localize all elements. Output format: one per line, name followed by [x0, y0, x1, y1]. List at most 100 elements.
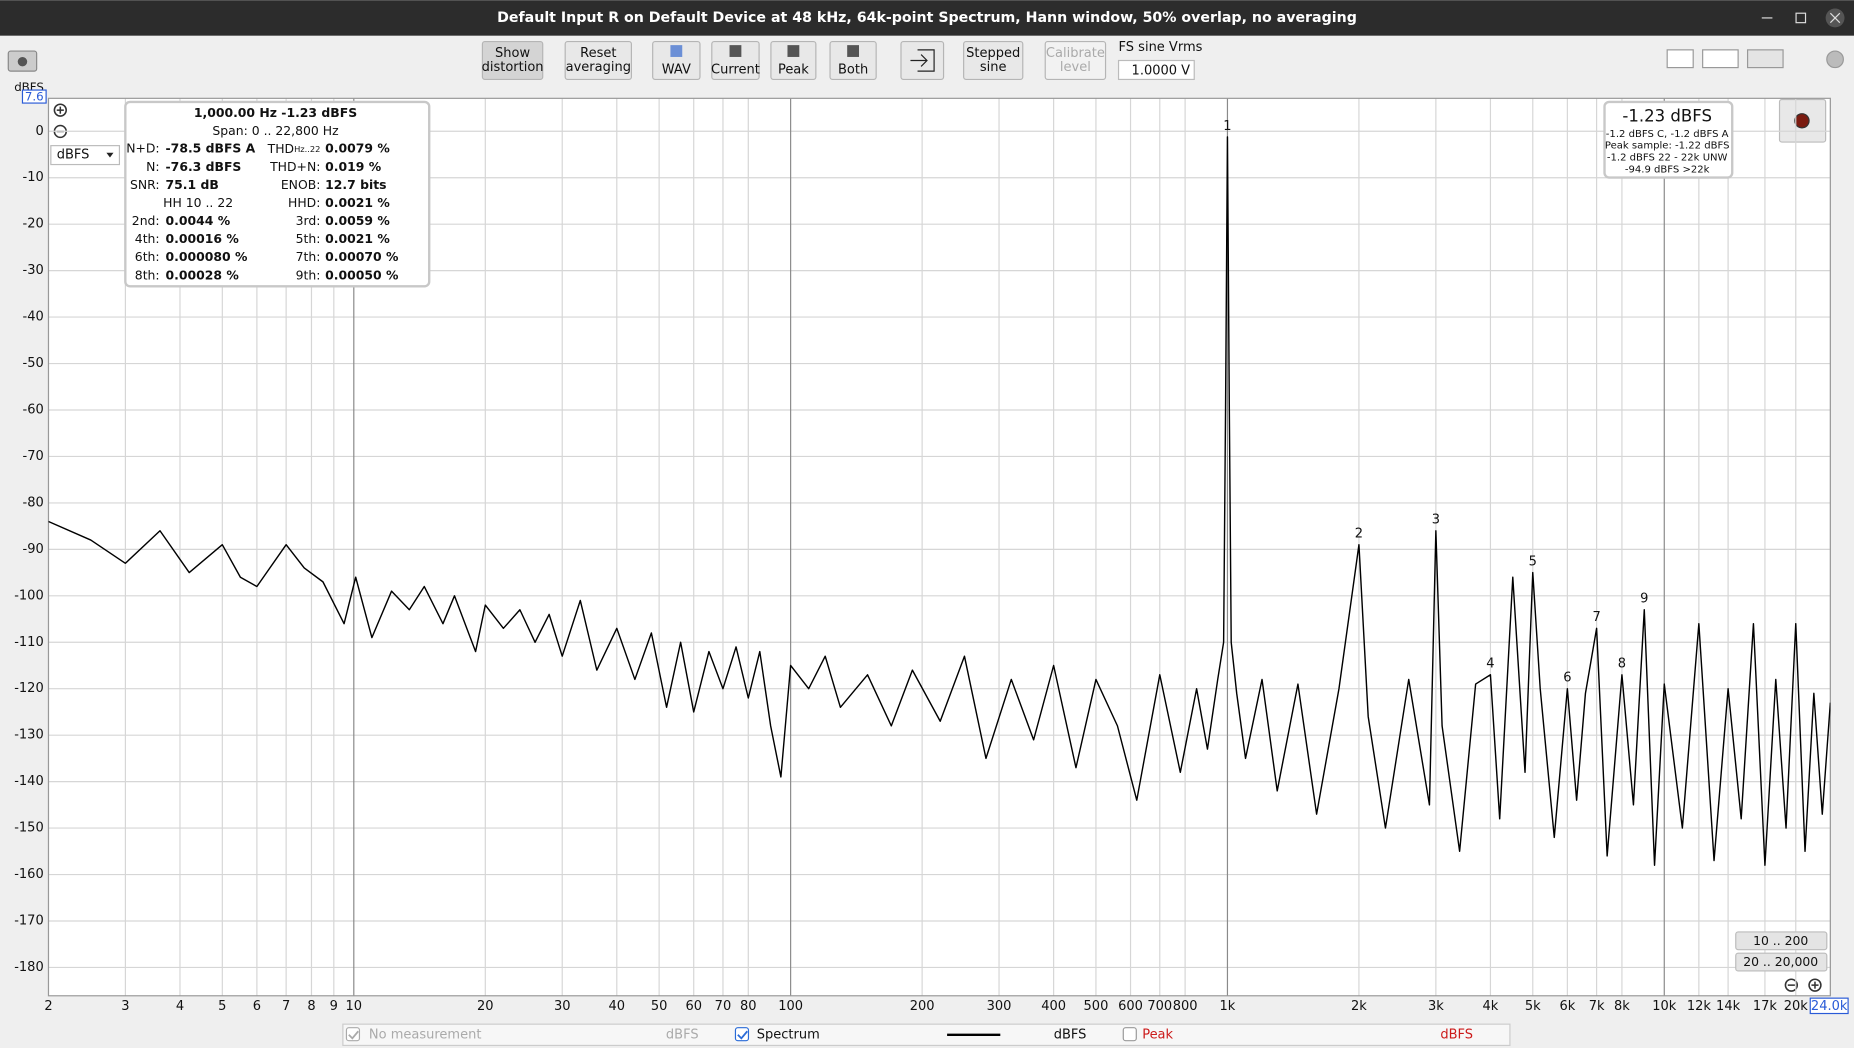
panel-label: N: — [146, 159, 159, 174]
x-tick-label: 7k — [1589, 999, 1605, 1014]
dropdown-arrow — [106, 152, 114, 158]
harmonic-label: 9 — [1640, 592, 1648, 607]
y-tick-label: -130 — [14, 728, 44, 743]
range-button[interactable] — [1735, 952, 1828, 972]
button-icon — [787, 45, 800, 57]
panel-value: 0.0059 % — [325, 213, 390, 228]
x-tick-label: 50 — [651, 999, 668, 1014]
toolbar-button[interactable] — [1044, 40, 1107, 81]
title-bar — [0, 0, 1854, 36]
panel-label: THD+N: — [269, 159, 320, 174]
panel-label: 8th: — [135, 267, 160, 282]
thd-label: THD — [267, 141, 294, 156]
panel-value: 0.019 % — [325, 159, 382, 174]
y-tick-label: -160 — [14, 867, 44, 882]
panel-value: 0.0079 % — [325, 141, 390, 156]
y-tick-label: -60 — [23, 402, 44, 417]
toolbar-button[interactable] — [711, 40, 760, 81]
x-max-box — [1809, 997, 1849, 1015]
x-tick-label: 100 — [778, 999, 803, 1014]
plot-border — [47, 97, 1831, 997]
button-label: level — [1060, 60, 1091, 75]
button-label: Reset — [580, 46, 616, 61]
legend-checkbox[interactable] — [1122, 1027, 1137, 1042]
x-tick-label: 6k — [1559, 999, 1575, 1014]
legend-checkbox[interactable] — [345, 1027, 361, 1042]
level-detail: -94.9 dBFS >22k — [1625, 164, 1710, 175]
spectrum-line — [48, 136, 1831, 866]
legend-label: No measurement — [369, 1027, 482, 1042]
legend-checkbox[interactable] — [734, 1027, 750, 1042]
panel-value: -78.5 dBFS A — [166, 141, 256, 156]
x-tick-label: 60 — [685, 999, 702, 1014]
button-label: averaging — [566, 60, 631, 75]
view-icons[interactable] — [1666, 49, 1844, 69]
x-tick-label: 2k — [1351, 999, 1367, 1014]
toolbar-button[interactable] — [564, 40, 632, 81]
button-icon — [847, 45, 860, 57]
x-tick-label: 700 — [1147, 999, 1172, 1014]
thd-sub: Hz..22 — [294, 144, 320, 154]
y-tick-label: -50 — [23, 356, 44, 371]
distortion-panel — [124, 100, 431, 288]
range-button[interactable] — [1735, 931, 1828, 951]
harmonic-label: 2 — [1355, 527, 1363, 542]
panel-label: HHD: — [288, 195, 320, 210]
unit-select[interactable] — [50, 145, 121, 166]
level-detail: Peak sample: -1.22 dBFS — [1605, 141, 1730, 152]
panel-label: 5th: — [296, 231, 321, 246]
x-tick-label: 40 — [609, 999, 626, 1014]
check-mark — [348, 1030, 359, 1040]
y-tick-label: -100 — [14, 588, 44, 603]
x-tick-label: 200 — [910, 999, 935, 1014]
toolbar-button[interactable] — [963, 40, 1024, 81]
y-tick-label: -30 — [23, 263, 44, 278]
button-icon — [670, 45, 683, 57]
panel-label: 3rd: — [296, 213, 321, 228]
fs-sine-input[interactable] — [1117, 59, 1195, 81]
window-title: Default Input R on Default Device at 48 … — [497, 10, 1357, 26]
panel-span: Span: 0 .. 22,800 Hz — [212, 123, 338, 138]
button-label: Calibrate — [1046, 46, 1105, 61]
x-tick-label: 20 — [477, 999, 494, 1014]
x-tick-label: 300 — [987, 999, 1012, 1014]
panel-value: 0.0021 % — [325, 231, 390, 246]
panel-value: -76.3 dBFS — [166, 159, 242, 174]
harmonic-label: 1 — [1223, 119, 1231, 134]
panel-value: 75.1 dB — [166, 177, 219, 192]
legend-label: Peak — [1142, 1027, 1173, 1042]
panel-label: 2nd: — [132, 213, 160, 228]
panel-value: 0.00050 % — [325, 267, 399, 282]
level-detail: -1.2 dBFS 22 - 22k UNW — [1607, 152, 1728, 163]
range-button-label: 20 .. 20,000 — [1743, 954, 1818, 969]
legend-label: Spectrum — [757, 1027, 820, 1042]
y-tick-label: -110 — [14, 635, 44, 650]
harmonic-label: 8 — [1618, 657, 1626, 672]
panel-value: 0.0044 % — [166, 213, 231, 228]
check-mark — [737, 1030, 748, 1040]
toolbar-button[interactable] — [770, 40, 817, 81]
toolbar-button[interactable] — [481, 40, 544, 81]
harmonic-label: 7 — [1592, 610, 1600, 625]
y-tick-label: -150 — [14, 821, 44, 836]
y-max-label: 7.6 — [25, 90, 44, 104]
x-tick-label: 1k — [1220, 999, 1236, 1014]
toolbar-button[interactable] — [829, 40, 877, 81]
panel-label: 6th: — [135, 249, 160, 264]
panel-label: SNR: — [130, 177, 160, 192]
level-panel — [1603, 100, 1734, 179]
window-controls[interactable] — [1761, 8, 1845, 28]
x-tick-label: 80 — [740, 999, 757, 1014]
y-tick-label: -40 — [23, 310, 44, 325]
panel-value: 0.00070 % — [325, 249, 399, 264]
panel-label: 4th: — [135, 231, 160, 246]
button-label: Show — [495, 46, 530, 61]
x-tick-label: 30 — [554, 999, 571, 1014]
x-tick-label: 10k — [1652, 999, 1677, 1014]
y-tick-label: -90 — [23, 542, 44, 557]
x-tick-label: 4 — [176, 999, 184, 1014]
x-tick-label: 400 — [1041, 999, 1066, 1014]
toolbar-button[interactable] — [652, 40, 701, 81]
fs-sine-label: FS sine Vrms — [1119, 40, 1203, 55]
button-label: WAV — [662, 62, 691, 77]
